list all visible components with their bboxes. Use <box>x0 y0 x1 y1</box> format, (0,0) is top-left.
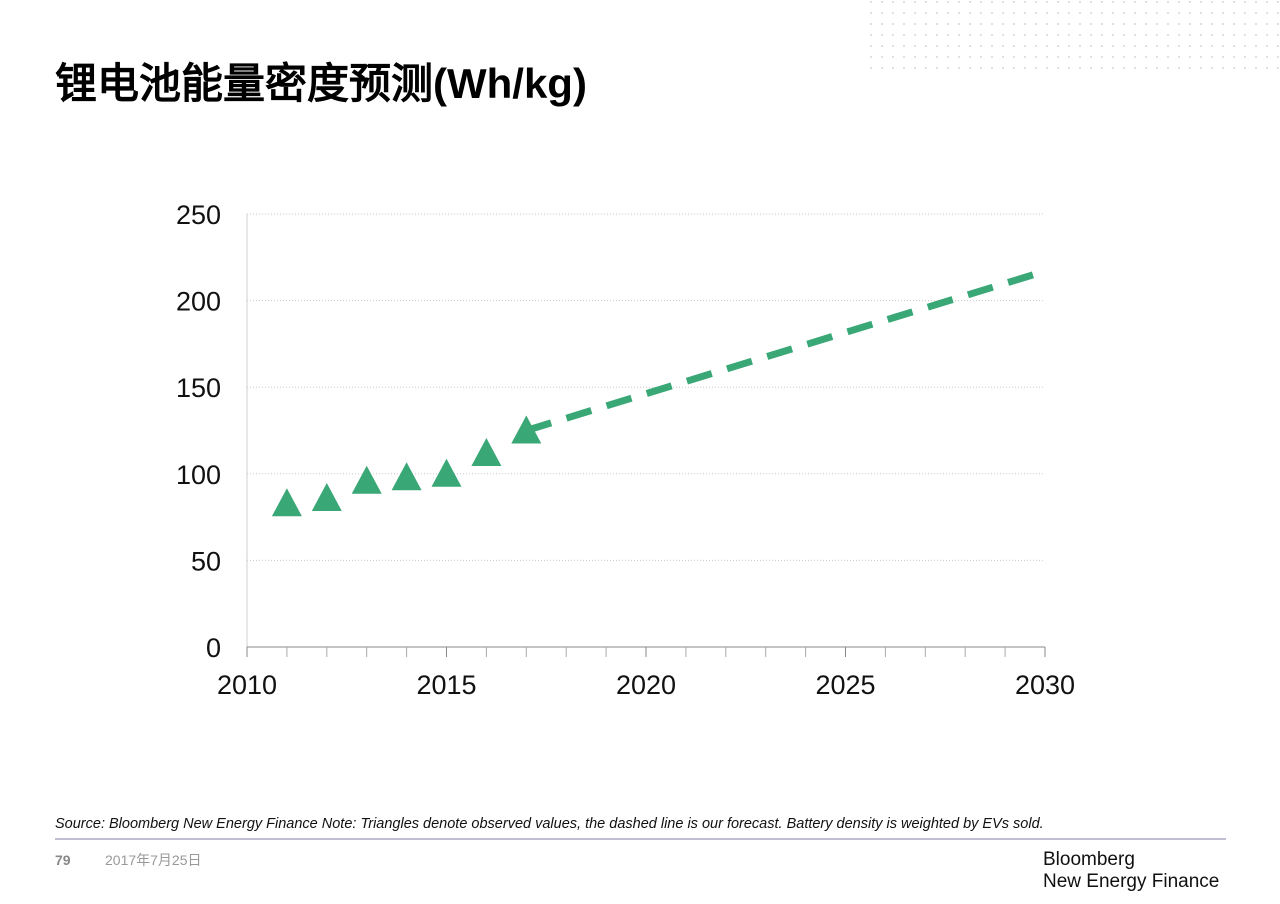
y-tick-label: 200 <box>176 287 221 317</box>
x-tick-label: 2010 <box>217 670 277 700</box>
y-tick-label: 250 <box>176 200 221 230</box>
plot: 0 50 100 150 200 250 2010 2015 2020 2025 2030 <box>176 200 1075 700</box>
brand: New Energy Finance <box>1043 871 1219 892</box>
date: 2017年7月25日 <box>105 852 202 868</box>
triangle-marker <box>351 465 382 494</box>
triangle-marker <box>271 488 302 517</box>
x-tick-label: 2025 <box>815 670 875 700</box>
y-tick-label: 150 <box>176 373 221 403</box>
y-tick-label: 100 <box>176 460 221 490</box>
triangle-marker <box>391 462 422 491</box>
triangle-marker <box>311 483 342 512</box>
x-tick-label: 2015 <box>416 670 476 700</box>
decoration <box>866 0 1280 78</box>
source-note: Source: Bloomberg New Energy Finance Not… <box>55 816 1044 832</box>
x-tick-label: 2030 <box>1015 670 1075 700</box>
page-number: 79 <box>55 852 71 868</box>
forecast-line <box>525 267 1047 434</box>
triangle-marker <box>431 458 462 487</box>
y-tick-label: 0 <box>206 633 221 663</box>
brand: Bloomberg <box>1043 849 1135 870</box>
y-tick-label: 50 <box>191 546 221 576</box>
triangle-marker <box>471 438 502 467</box>
x-tick-label: 2020 <box>616 670 676 700</box>
chart-title: 锂电池能量密度预测(Wh/kg) <box>55 60 587 107</box>
